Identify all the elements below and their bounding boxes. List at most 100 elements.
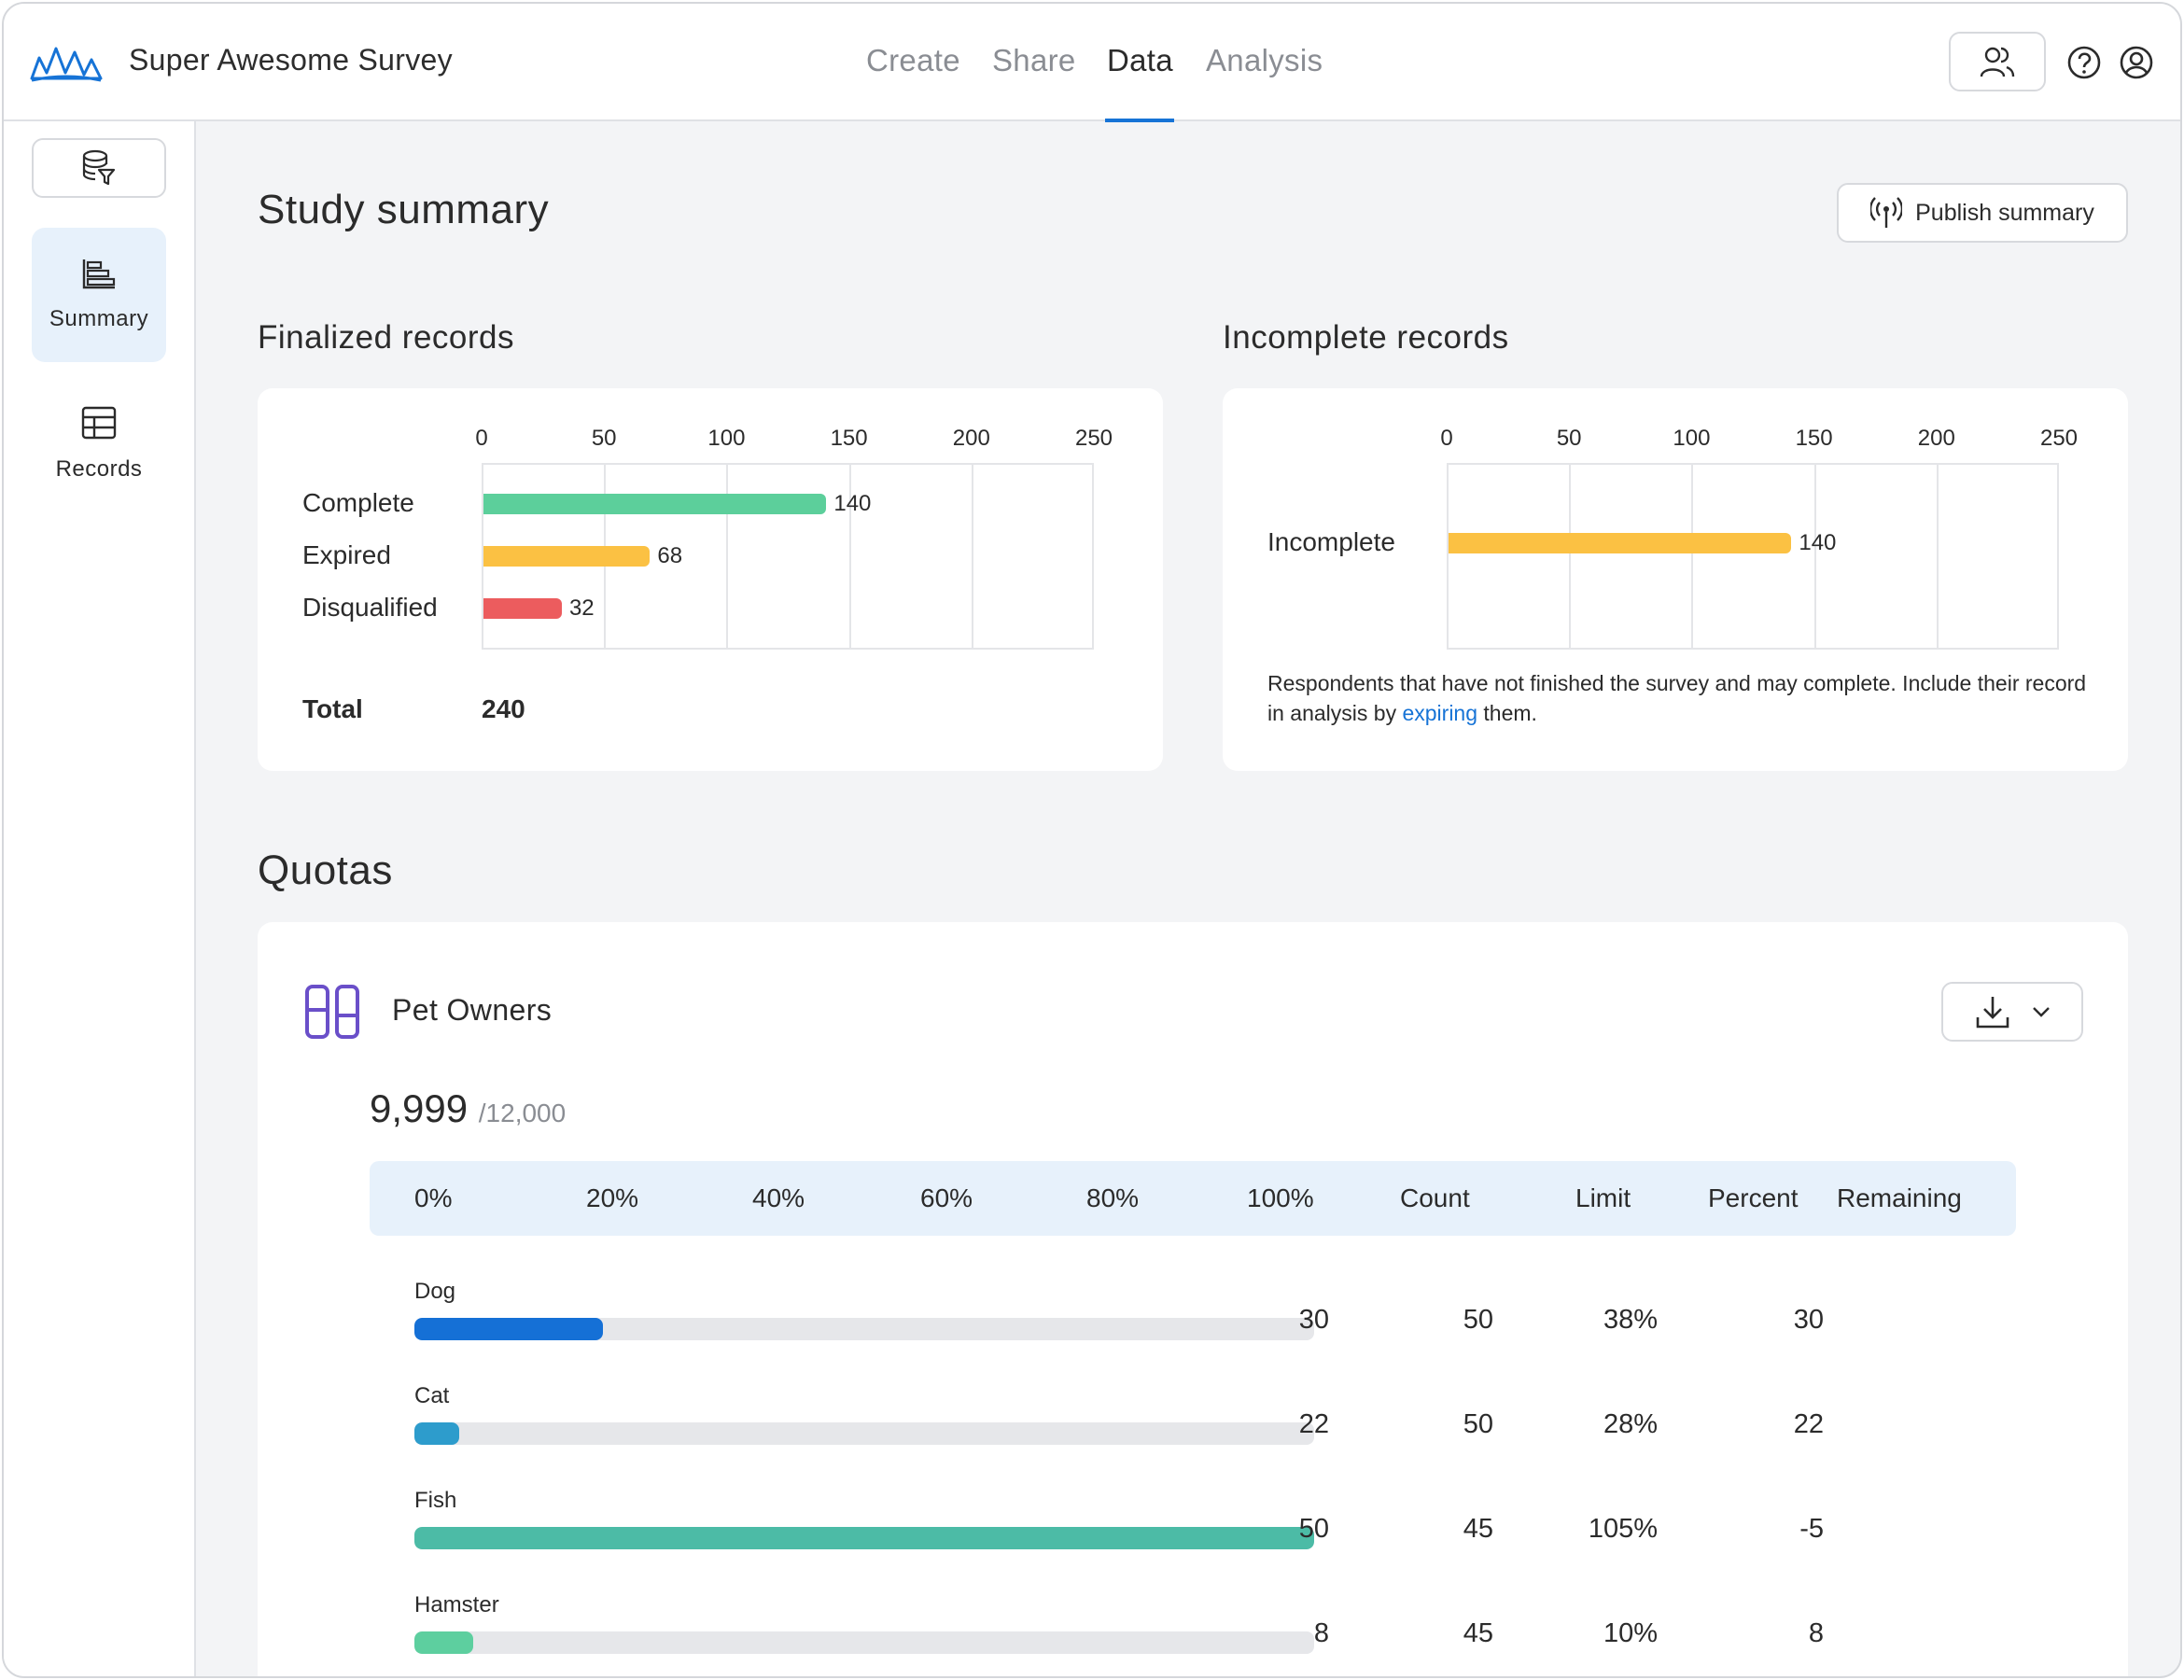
x-tick-label: 50 [1556, 426, 1582, 451]
total-value: 240 [482, 694, 525, 723]
col-0pct: 0% [414, 1183, 453, 1212]
category-label: Complete [302, 488, 414, 517]
bar-value-label: 68 [657, 543, 683, 568]
gridline [1813, 465, 1816, 648]
col-limit: Limit [1575, 1183, 1631, 1212]
category-label: Expired [302, 540, 391, 569]
quota-progress-track [414, 1318, 1314, 1340]
incomplete-records-note: Respondents that have not finished the s… [1267, 668, 2089, 728]
sidebar: Summary Records [4, 121, 196, 1676]
quota-count: 22 [1298, 1409, 1329, 1439]
chevron-down-icon [2033, 1007, 2050, 1017]
col-remaining: Remaining [1837, 1183, 1962, 1212]
quota-progress-fill [414, 1527, 1314, 1549]
publish-summary-label: Publish summary [1915, 199, 2094, 226]
quota-count: 9,999 [370, 1086, 469, 1130]
col-40pct: 40% [752, 1183, 805, 1212]
quota-remaining: 22 [1793, 1409, 1824, 1439]
x-tick-label: 250 [2039, 426, 2079, 451]
tab-analysis[interactable]: Analysis [1206, 43, 1323, 77]
quota-name: Pet Owners [392, 993, 553, 1027]
x-tick-label: 0 [475, 426, 488, 451]
quota-percent: 38% [1603, 1305, 1658, 1335]
publish-summary-button[interactable]: Publish summary [1837, 183, 2128, 243]
broadcast-icon [1870, 197, 1903, 228]
x-tick-label: 200 [952, 426, 990, 451]
quota-progress-fill [414, 1631, 473, 1654]
quota-limit: 50 [1463, 1305, 1493, 1335]
gridline [971, 465, 973, 648]
category-label: Disqualified [302, 593, 438, 622]
sidebar-item-records[interactable]: Records [32, 377, 166, 511]
total-label: Total [302, 694, 363, 723]
col-count: Count [1400, 1183, 1470, 1212]
quota-limit: 45 [1463, 1618, 1493, 1648]
tab-create[interactable]: Create [866, 43, 960, 77]
quota-percent: 28% [1603, 1409, 1658, 1439]
quota-count: 50 [1298, 1514, 1329, 1544]
x-tick-label: 150 [830, 426, 868, 451]
quota-row-label: Fish [414, 1488, 457, 1513]
quota-remaining: -5 [1799, 1514, 1824, 1544]
note-text: Respondents that have not finished the s… [1267, 671, 2087, 725]
quota-count: 30 [1298, 1305, 1329, 1335]
quota-row-label: Hamster [414, 1592, 499, 1617]
quota-progress-fill [414, 1318, 604, 1340]
quota-progress-track [414, 1631, 1314, 1654]
tab-share[interactable]: Share [992, 43, 1076, 77]
gridline [1569, 465, 1572, 648]
page-title: Study summary [258, 187, 550, 232]
x-tick-label: 100 [707, 426, 746, 451]
x-tick-label: 50 [591, 426, 617, 451]
col-80pct: 80% [1086, 1183, 1140, 1212]
x-tick-label: 200 [1917, 426, 1955, 451]
account-icon[interactable] [2119, 45, 2154, 80]
quota-limit: /12,000 [478, 1099, 567, 1127]
bar-value-label: 140 [1799, 530, 1837, 555]
help-icon[interactable] [2066, 45, 2102, 80]
col-100pct: 100% [1247, 1183, 1314, 1212]
sidebar-item-label: Summary [49, 306, 149, 331]
incomplete-records-title: Incomplete records [1223, 319, 1509, 356]
finalized-records-title: Finalized records [258, 319, 514, 356]
collaborators-button[interactable] [1949, 32, 2046, 91]
users-icon [1980, 47, 2015, 77]
quota-limit: 45 [1463, 1514, 1493, 1544]
quota-limit: 50 [1463, 1409, 1493, 1439]
gridline [726, 465, 729, 648]
quota-percent: 10% [1603, 1618, 1658, 1648]
bar-value-label: 32 [568, 595, 595, 621]
tab-data[interactable]: Data [1107, 43, 1173, 77]
quotas-title: Quotas [258, 847, 393, 893]
quota-table-header: 0% 20% 40% 60% 80% 100% Count Limit Perc… [370, 1161, 2016, 1236]
quota-remaining: 30 [1793, 1305, 1824, 1335]
download-dropdown-button[interactable] [1941, 982, 2083, 1042]
app-title: Super Awesome Survey [129, 43, 453, 77]
quota-split-icon [305, 985, 359, 1039]
table-icon [81, 406, 117, 440]
quota-progress-count: 9,999 /12,000 [370, 1086, 566, 1131]
category-label: Incomplete [1267, 527, 1395, 556]
quota-progress-track [414, 1527, 1314, 1549]
plot-area [1447, 463, 2059, 650]
sidebar-item-summary[interactable]: Summary [32, 228, 166, 362]
quota-row-label: Dog [414, 1279, 456, 1304]
quota-count: 8 [1313, 1618, 1329, 1648]
x-tick-label: 150 [1795, 426, 1833, 451]
col-percent: Percent [1708, 1183, 1799, 1212]
x-tick-label: 0 [1440, 426, 1453, 451]
gridline [848, 465, 851, 648]
quota-progress-track [414, 1422, 1314, 1445]
bar-complete [483, 494, 827, 514]
finalized-records-card: 0 50 100 150 200 250 Complete 140 Expired 68 Disqu… [258, 388, 1163, 771]
x-tick-label: 250 [1074, 426, 1113, 451]
data-filter-button[interactable] [32, 138, 166, 198]
expiring-link[interactable]: expiring [1402, 701, 1478, 725]
download-icon [1976, 997, 2009, 1029]
quota-percent: 105% [1588, 1514, 1658, 1544]
bar-value-label: 140 [833, 491, 872, 516]
quota-remaining: 8 [1808, 1618, 1824, 1648]
quota-row-label: Cat [414, 1383, 450, 1408]
col-20pct: 20% [586, 1183, 639, 1212]
